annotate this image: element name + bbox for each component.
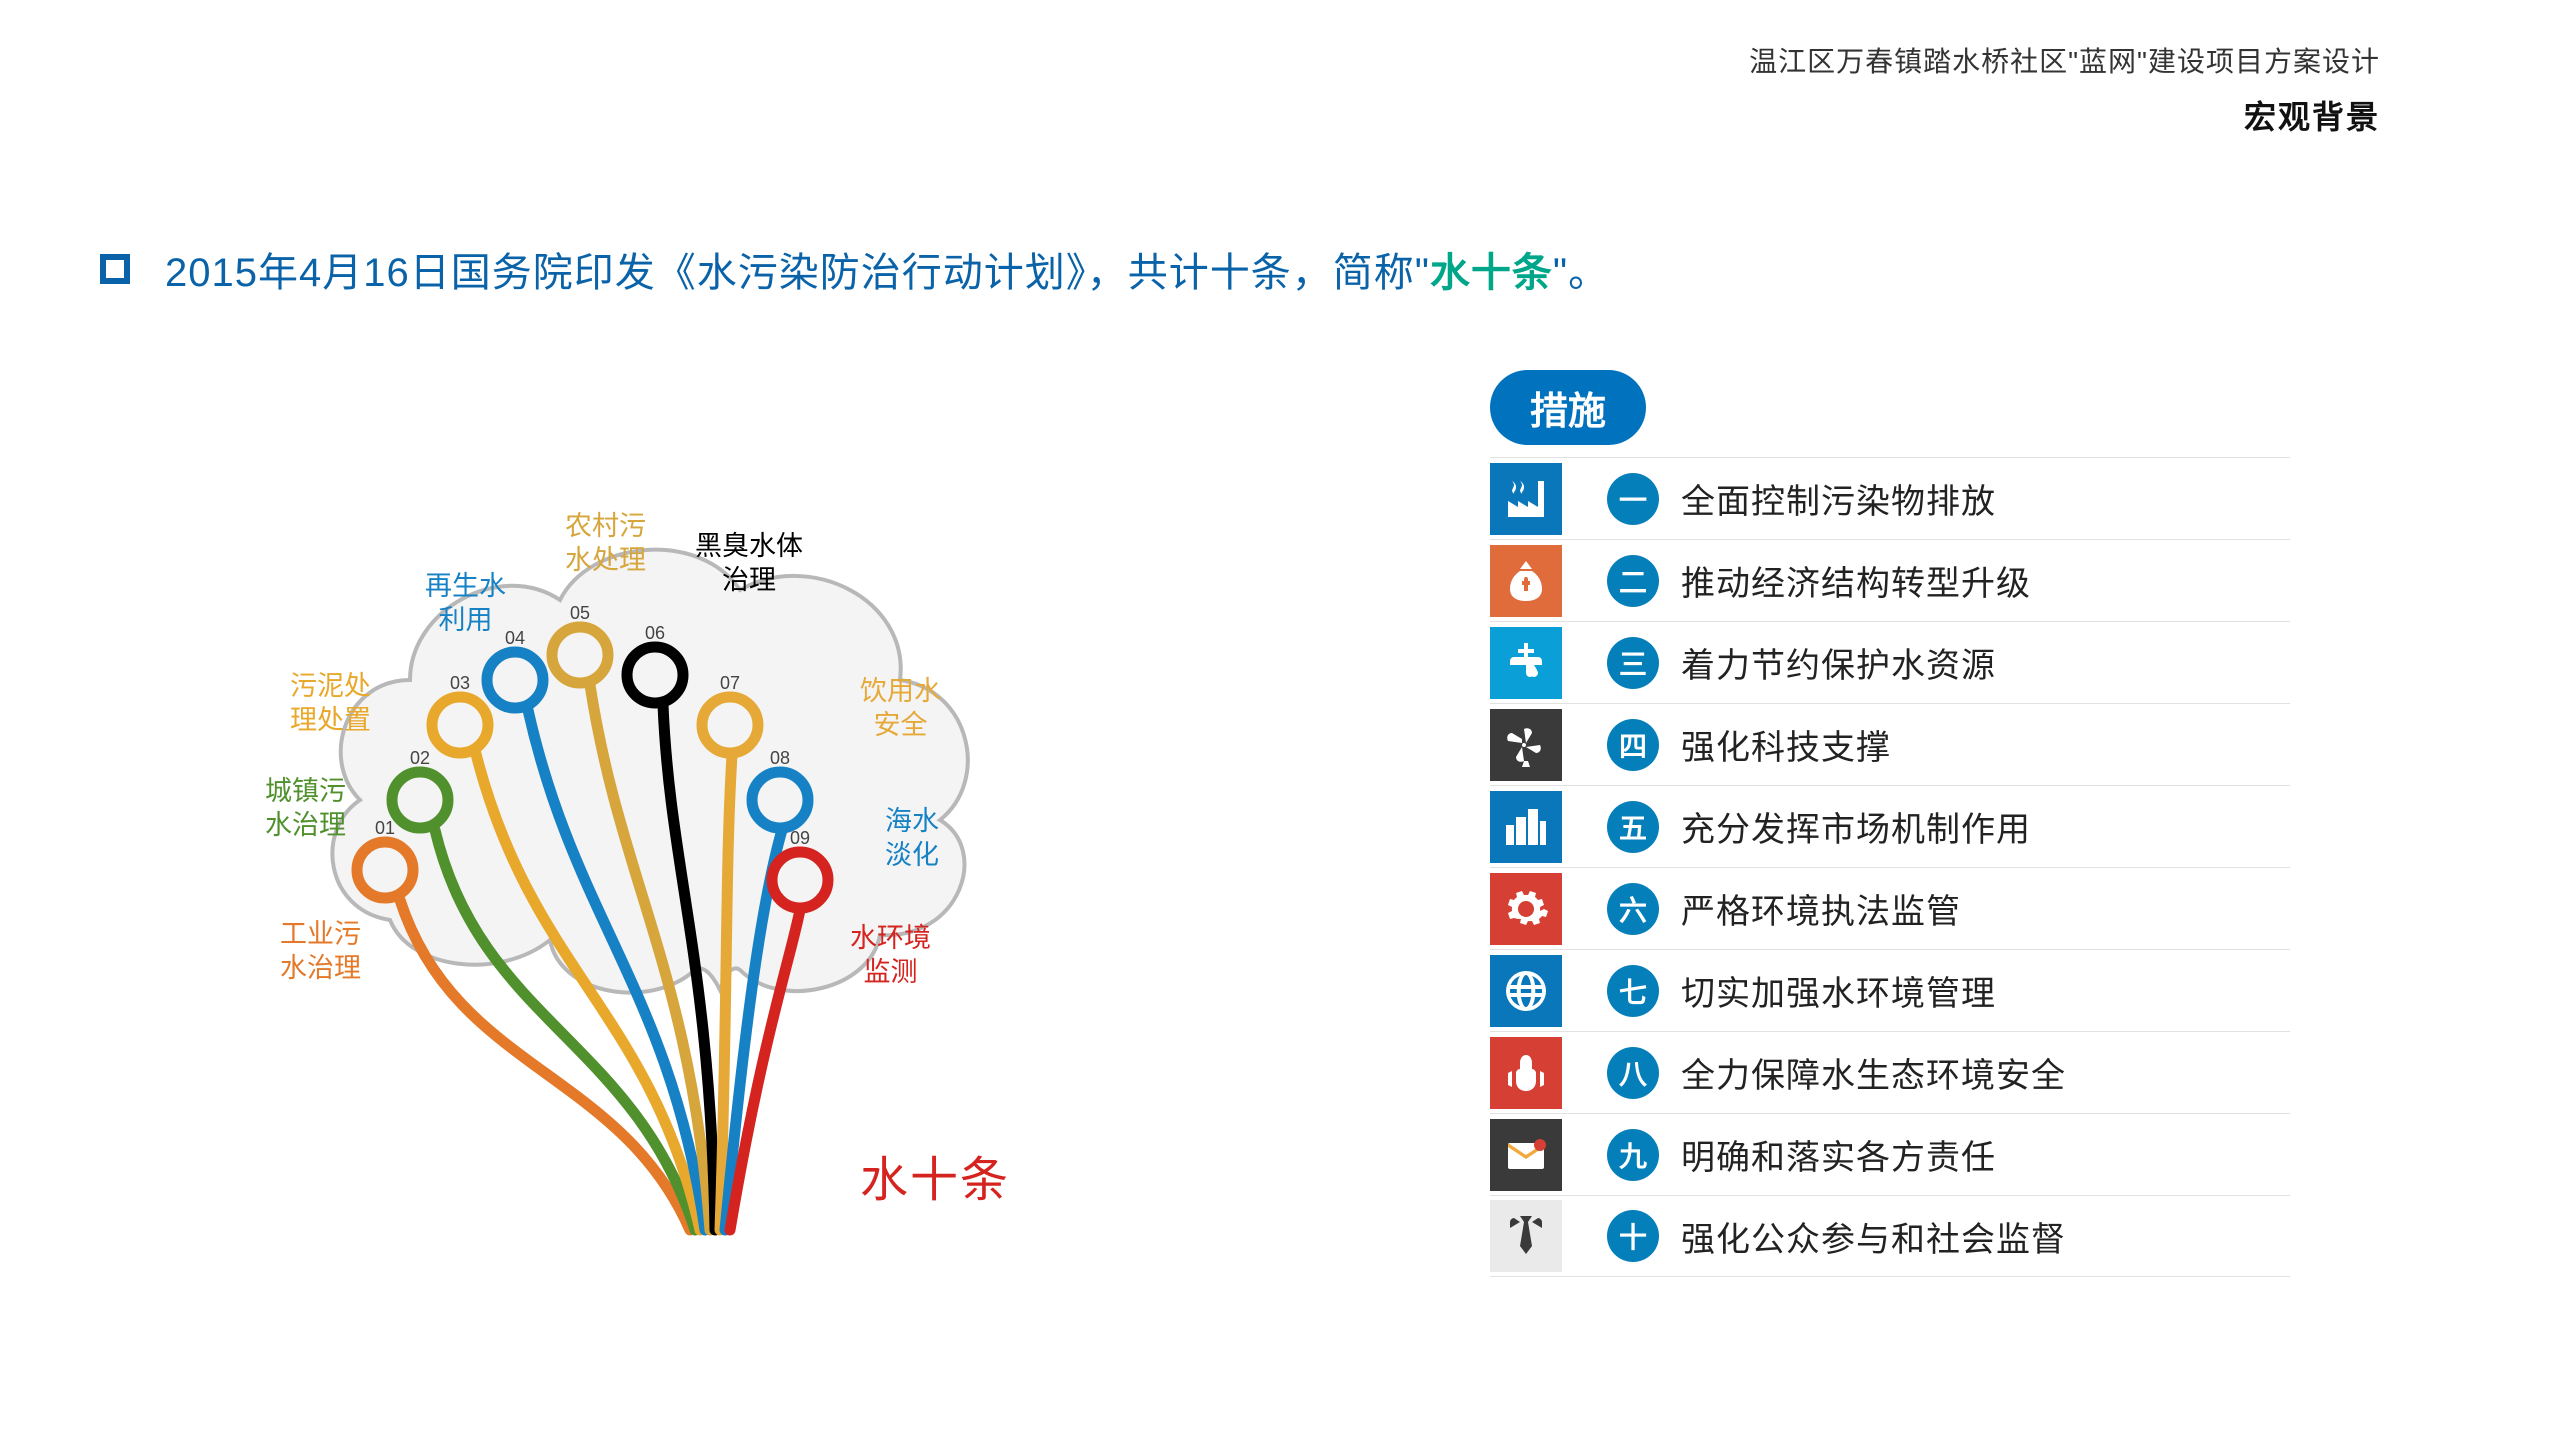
svg-text:04: 04 [505,628,525,648]
globe-icon [1490,955,1562,1027]
measure-number-badge: 十 [1607,1210,1659,1262]
branch-label: 城镇污 水治理 [265,775,346,843]
measure-number-badge: 二 [1607,555,1659,607]
measure-text: 严格环境执法监管 [1681,884,1961,933]
measure-number-badge: 八 [1607,1047,1659,1099]
branch-label: 黑臭水体 治理 [695,530,803,598]
bullet-text: 2015年4月16日国务院印发《水污染防治行动计划》，共计十条，简称"水十条"。 [165,240,1609,298]
slide: 温江区万春镇踏水桥社区"蓝网"建设项目方案设计 宏观背景 2015年4月16日国… [0,0,2560,1448]
measure-row: 九明确和落实各方责任 [1490,1113,2290,1195]
gear-icon [1490,873,1562,945]
factory-icon [1490,463,1562,535]
bullet-prefix: 2015年4月16日国务院印发《水污染防治行动计划》，共计十条，简称" [165,251,1430,295]
branch-label: 海水 淡化 [885,805,939,873]
measure-number-badge: 三 [1607,637,1659,689]
measure-number-badge: 四 [1607,719,1659,771]
measures-header: 措施 [1490,370,1646,445]
windmill-icon [1490,709,1562,781]
branch-label: 污泥处 理处置 [290,670,371,738]
svg-text:03: 03 [450,673,470,693]
svg-text:08: 08 [770,748,790,768]
measure-text: 全力保障水生态环境安全 [1681,1048,2066,1097]
measure-row: 八全力保障水生态环境安全 [1490,1031,2290,1113]
bullet-suffix: "。 [1553,251,1609,295]
tap-icon [1490,627,1562,699]
measure-text: 强化科技支撑 [1681,720,1891,769]
branch-label: 工业污 水治理 [280,918,361,986]
svg-text:07: 07 [720,673,740,693]
measure-number-badge: 七 [1607,965,1659,1017]
city-icon [1490,791,1562,863]
svg-text:05: 05 [570,603,590,623]
mail-icon [1490,1119,1562,1191]
moneybag-icon [1490,545,1562,617]
svg-text:02: 02 [410,748,430,768]
measure-text: 切实加强水环境管理 [1681,966,1996,1015]
measure-row: 二推动经济结构转型升级 [1490,539,2290,621]
measure-number-badge: 九 [1607,1129,1659,1181]
measure-text: 强化公众参与和社会监督 [1681,1212,2066,1261]
measure-text: 充分发挥市场机制作用 [1681,802,2031,851]
header: 温江区万春镇踏水桥社区"蓝网"建设项目方案设计 宏观背景 [1749,40,2380,138]
branch-label: 再生水 利用 [425,570,506,638]
square-bullet-icon [100,254,130,284]
measures-panel: 措施 一全面控制污染物排放二推动经济结构转型升级三着力节约保护水资源四强化科技支… [1490,370,2290,1277]
measure-number-badge: 五 [1607,801,1659,853]
svg-text:01: 01 [375,818,395,838]
svg-text:09: 09 [790,828,810,848]
measure-row: 一全面控制污染物排放 [1490,457,2290,539]
tie-icon [1490,1200,1562,1272]
measure-text: 着力节约保护水资源 [1681,638,1996,687]
tree-diagram: 010203040506070809 水十条 工业污 水治理城镇污 水治理污泥处… [300,430,1140,1280]
bullet-accent: 水十条 [1430,251,1553,295]
bullet-row: 2015年4月16日国务院印发《水污染防治行动计划》，共计十条，简称"水十条"。 [100,240,2460,298]
header-title: 宏观背景 [1749,92,2380,138]
measure-text: 推动经济结构转型升级 [1681,556,2031,605]
branch-label: 饮用水 安全 [860,675,941,743]
tree-title: 水十条 [860,1140,1010,1210]
svg-text:06: 06 [645,623,665,643]
hands-icon [1490,1037,1562,1109]
measure-row: 三着力节约保护水资源 [1490,621,2290,703]
measures-list: 一全面控制污染物排放二推动经济结构转型升级三着力节约保护水资源四强化科技支撑五充… [1490,457,2290,1277]
measure-row: 六严格环境执法监管 [1490,867,2290,949]
measure-row: 四强化科技支撑 [1490,703,2290,785]
measure-text: 全面控制污染物排放 [1681,474,1996,523]
header-subtitle: 温江区万春镇踏水桥社区"蓝网"建设项目方案设计 [1749,40,2380,80]
measure-row: 十强化公众参与和社会监督 [1490,1195,2290,1277]
measure-number-badge: 六 [1607,883,1659,935]
measure-row: 五充分发挥市场机制作用 [1490,785,2290,867]
measure-number-badge: 一 [1607,473,1659,525]
measure-row: 七切实加强水环境管理 [1490,949,2290,1031]
branch-label: 水环境 监测 [850,922,931,990]
measure-text: 明确和落实各方责任 [1681,1130,1996,1179]
branch-label: 农村污 水处理 [565,510,646,578]
